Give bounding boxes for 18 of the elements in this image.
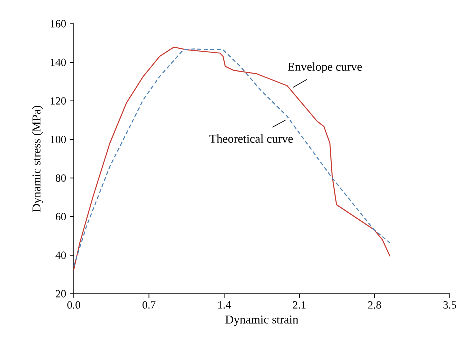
y-tick-label: 100 — [51, 136, 66, 144]
y-tick-label: 160 — [51, 20, 66, 28]
y-tick-label: 20 — [56, 290, 66, 298]
x-tick-label: 2.1 — [293, 302, 306, 309]
y-tick-label: 80 — [56, 174, 66, 182]
x-tick-label: 0.7 — [142, 302, 156, 309]
y-tick-label: 40 — [56, 252, 66, 260]
x-tick-label: 3.5 — [444, 302, 456, 309]
x-tick-label: 1.4 — [218, 302, 232, 309]
x-tick-label: 0.0 — [68, 302, 80, 309]
x-tick-label: 2.8 — [368, 302, 382, 309]
y-tick-label: 140 — [51, 58, 66, 66]
y-tick-label: 120 — [51, 97, 66, 105]
annotation: Envelope curve — [288, 62, 362, 74]
y-axis-title: Dynamic stress (MPa) — [32, 106, 44, 212]
y-tick-label: 60 — [56, 213, 66, 221]
annotation: Theoretical curve — [210, 134, 294, 144]
x-axis-title: Dynamic strain — [226, 316, 299, 326]
